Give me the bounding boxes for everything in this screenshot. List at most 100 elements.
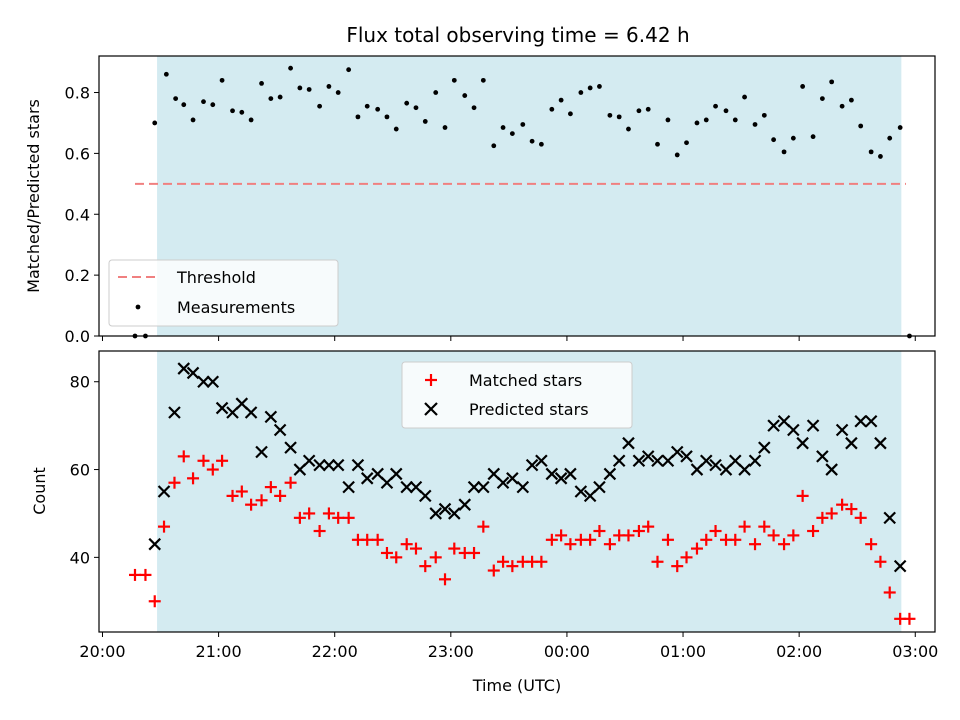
chart-title: Flux total observing time = 6.42 h xyxy=(346,23,689,47)
matched-star-point xyxy=(903,612,916,625)
matched-star-point xyxy=(883,586,896,599)
measurement-point xyxy=(201,99,206,105)
predicted-star-point xyxy=(264,410,278,424)
matched-star-point xyxy=(245,498,258,511)
measurement-point xyxy=(219,77,225,83)
matched-star-point xyxy=(313,525,326,538)
matched-star-point xyxy=(709,525,722,538)
predicted-star-point xyxy=(758,441,771,454)
measurement-point xyxy=(190,117,196,123)
matched-star-point xyxy=(390,551,403,564)
measurement-point xyxy=(674,152,680,158)
bottom-legend: Matched stars Predicted stars xyxy=(401,361,633,429)
measurement-point xyxy=(587,85,593,91)
predicted-star-point xyxy=(351,458,365,472)
measurement-point xyxy=(771,137,777,143)
matched-star-point xyxy=(187,472,200,485)
matched-star-point xyxy=(651,555,664,568)
matched-star-point xyxy=(700,533,713,546)
measurement-point xyxy=(858,123,864,129)
measurement-point xyxy=(491,143,497,149)
measurement-point xyxy=(163,71,169,77)
measurement-point xyxy=(375,106,381,112)
measurement-point xyxy=(509,131,515,137)
measurement-point xyxy=(471,105,477,111)
measurement-point xyxy=(819,96,825,102)
matched-star-point xyxy=(361,533,374,546)
legend-predicted-swatch xyxy=(424,402,438,416)
predicted-star-point xyxy=(389,467,403,481)
matched-star-point xyxy=(274,489,287,502)
legend-measurements-swatch xyxy=(135,304,141,310)
measurement-point xyxy=(597,84,602,89)
measurement-point xyxy=(297,85,303,91)
predicted-star-point xyxy=(197,375,210,389)
measurement-point xyxy=(210,102,216,108)
bottom-legend-box xyxy=(401,361,633,429)
matched-star-point xyxy=(816,511,829,524)
predicted-star-point xyxy=(496,476,510,489)
measurement-point xyxy=(335,90,341,95)
predicted-star-point xyxy=(322,458,336,472)
predicted-star-point xyxy=(429,507,443,520)
matched-star-point xyxy=(371,533,384,546)
matched-star-point xyxy=(332,511,345,524)
predicted-star-point xyxy=(458,498,472,511)
x-axis-label: Time (UTC) xyxy=(472,676,561,695)
predicted-star-point xyxy=(806,419,820,432)
predicted-star-point xyxy=(641,450,655,463)
matched-star-point xyxy=(758,520,771,533)
matched-star-point xyxy=(845,503,858,516)
predicted-star-point xyxy=(438,502,452,516)
measurement-point xyxy=(558,97,564,103)
predicted-star-point xyxy=(255,445,268,459)
predicted-star-point xyxy=(535,454,548,468)
bottom-y-ticks: 40 60 80 xyxy=(70,373,99,567)
matched-star-points xyxy=(128,450,916,625)
predicted-star-point xyxy=(593,480,606,494)
predicted-star-point xyxy=(467,480,481,494)
measurement-point xyxy=(684,140,689,146)
predicted-star-point xyxy=(273,423,287,437)
measurement-point xyxy=(346,67,352,73)
predicted-star-point xyxy=(342,480,355,494)
measurement-point xyxy=(277,94,283,100)
measurement-point xyxy=(732,117,738,123)
measurement-point xyxy=(404,100,410,106)
predicted-star-point xyxy=(651,454,664,468)
measurement-point xyxy=(529,138,535,144)
predicted-star-point xyxy=(748,454,762,468)
matched-star-point xyxy=(506,560,519,573)
predicted-star-point xyxy=(554,472,568,485)
top-y-tick-label: 0.2 xyxy=(65,266,90,285)
predicted-star-point xyxy=(506,472,519,485)
top-panel: 0.00.20.40.60.8 Matched/Predicted stars … xyxy=(24,55,936,346)
bottom-x-ticks: 20:00 21:00 22:00 23:00 00:00 01:00 02:00 03:00 xyxy=(79,632,938,661)
matched-star-point xyxy=(584,533,597,546)
matched-star-point xyxy=(197,454,210,467)
matched-star-point xyxy=(825,507,838,520)
matched-star-point xyxy=(497,555,510,568)
matched-star-point xyxy=(284,476,297,489)
measurement-point xyxy=(868,149,874,155)
matched-star-point xyxy=(865,538,878,551)
measurement-point xyxy=(433,90,439,95)
matched-star-point xyxy=(642,520,655,533)
measurement-point xyxy=(355,114,361,120)
predicted-star-point xyxy=(331,458,345,472)
legend-matched-label: Matched stars xyxy=(469,371,582,390)
predicted-star-point xyxy=(186,366,200,380)
legend-measurements-label: Measurements xyxy=(177,298,295,317)
predicted-star-point xyxy=(525,458,539,472)
measurement-point xyxy=(568,111,573,117)
bottom-panel: 40 60 80 20:00 21:00 22:00 23:00 00:00 01:00 02:… xyxy=(30,350,938,695)
measurement-point xyxy=(742,94,747,100)
predicted-star-point xyxy=(816,450,829,463)
bottom-axes-frame xyxy=(98,350,936,633)
top-x-ticks xyxy=(101,336,916,341)
matched-star-point xyxy=(738,520,751,533)
measurement-point xyxy=(239,109,245,115)
matched-star-point xyxy=(293,511,306,524)
matched-star-point xyxy=(807,525,820,538)
